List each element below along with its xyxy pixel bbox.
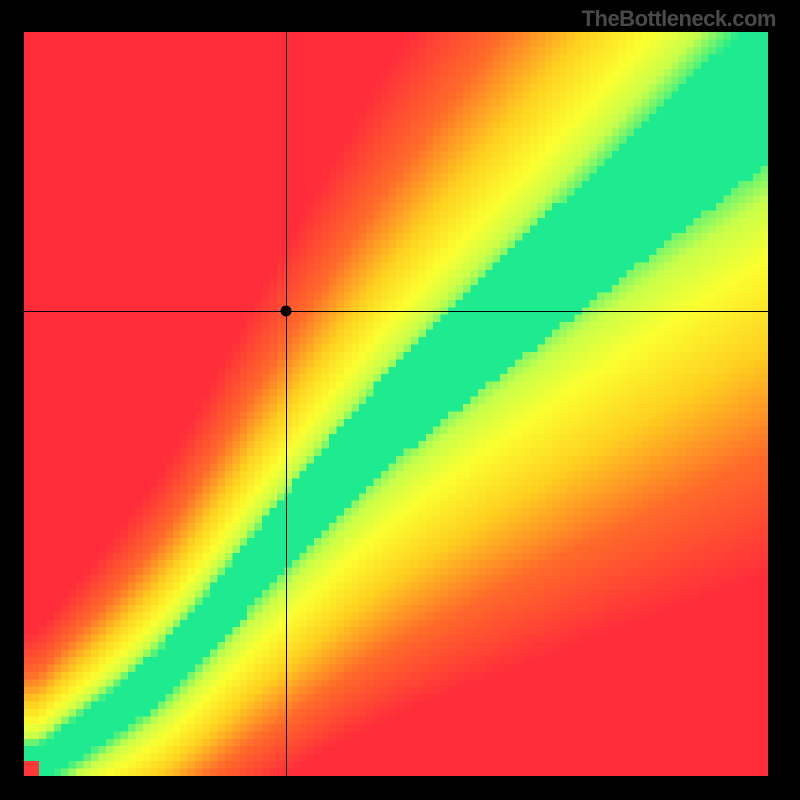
heatmap-canvas	[24, 32, 768, 776]
watermark-text: TheBottleneck.com	[582, 6, 776, 32]
heatmap-plot	[24, 32, 768, 776]
crosshair-vertical	[286, 32, 287, 776]
crosshair-horizontal	[24, 311, 768, 312]
chart-container: TheBottleneck.com	[0, 0, 800, 800]
data-point-marker	[280, 306, 291, 317]
